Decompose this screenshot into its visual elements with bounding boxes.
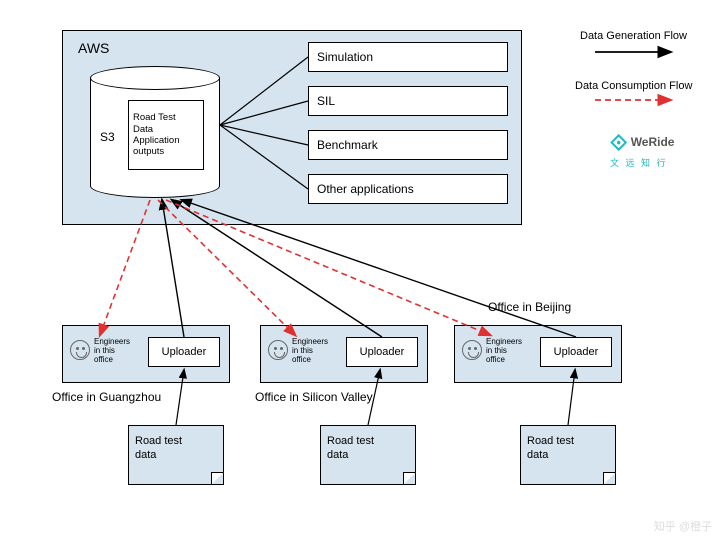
uploader-1-label: Uploader	[162, 346, 207, 358]
face-icon	[70, 340, 90, 360]
uploader-2: Uploader	[346, 337, 418, 367]
roadtest-2-label: Road test data	[327, 435, 374, 461]
office-3-label: Office in Beijing	[488, 300, 571, 314]
office-1-label: Office in Guangzhou	[52, 390, 161, 404]
aws-label: AWS	[78, 40, 109, 56]
app-other: Other applications	[308, 174, 508, 204]
roadtest-3: Road test data	[520, 425, 616, 485]
app-simulation: Simulation	[308, 42, 508, 72]
legend-con-label: Data Consumption Flow	[575, 80, 692, 92]
legend-gen-label: Data Generation Flow	[580, 30, 687, 42]
roadtest-2: Road test data	[320, 425, 416, 485]
uploader-2-label: Uploader	[360, 346, 405, 358]
s3-label: S3	[100, 130, 115, 144]
s3-cylinder-top	[90, 66, 220, 90]
eng-label-3: Engineers in this office	[486, 338, 522, 364]
app-benchmark: Benchmark	[308, 130, 508, 160]
app-simulation-label: Simulation	[317, 50, 373, 64]
watermark: 知乎 @橙子	[654, 518, 712, 534]
app-sil: SIL	[308, 86, 508, 116]
roadtest-3-label: Road test data	[527, 435, 574, 461]
face-icon	[268, 340, 288, 360]
app-benchmark-label: Benchmark	[317, 138, 378, 152]
s3-content-box: Road Test Data Application outputs	[128, 100, 204, 170]
eng-label-2: Engineers in this office	[292, 338, 328, 364]
roadtest-1: Road test data	[128, 425, 224, 485]
office-2-label: Office in Silicon Valley	[255, 390, 373, 404]
uploader-3: Uploader	[540, 337, 612, 367]
logo-cn: 文 远 知 行	[610, 156, 674, 169]
app-other-label: Other applications	[317, 182, 414, 196]
face-icon	[462, 340, 482, 360]
eng-label-1: Engineers in this office	[94, 338, 130, 364]
logo-text: WeRide	[631, 135, 675, 149]
s3-content-text: Road Test Data Application outputs	[133, 112, 179, 158]
roadtest-1-label: Road test data	[135, 435, 182, 461]
uploader-1: Uploader	[148, 337, 220, 367]
uploader-3-label: Uploader	[554, 346, 599, 358]
app-sil-label: SIL	[317, 94, 335, 108]
weride-logo: ⟐ WeRide 文 远 知 行	[610, 130, 674, 169]
